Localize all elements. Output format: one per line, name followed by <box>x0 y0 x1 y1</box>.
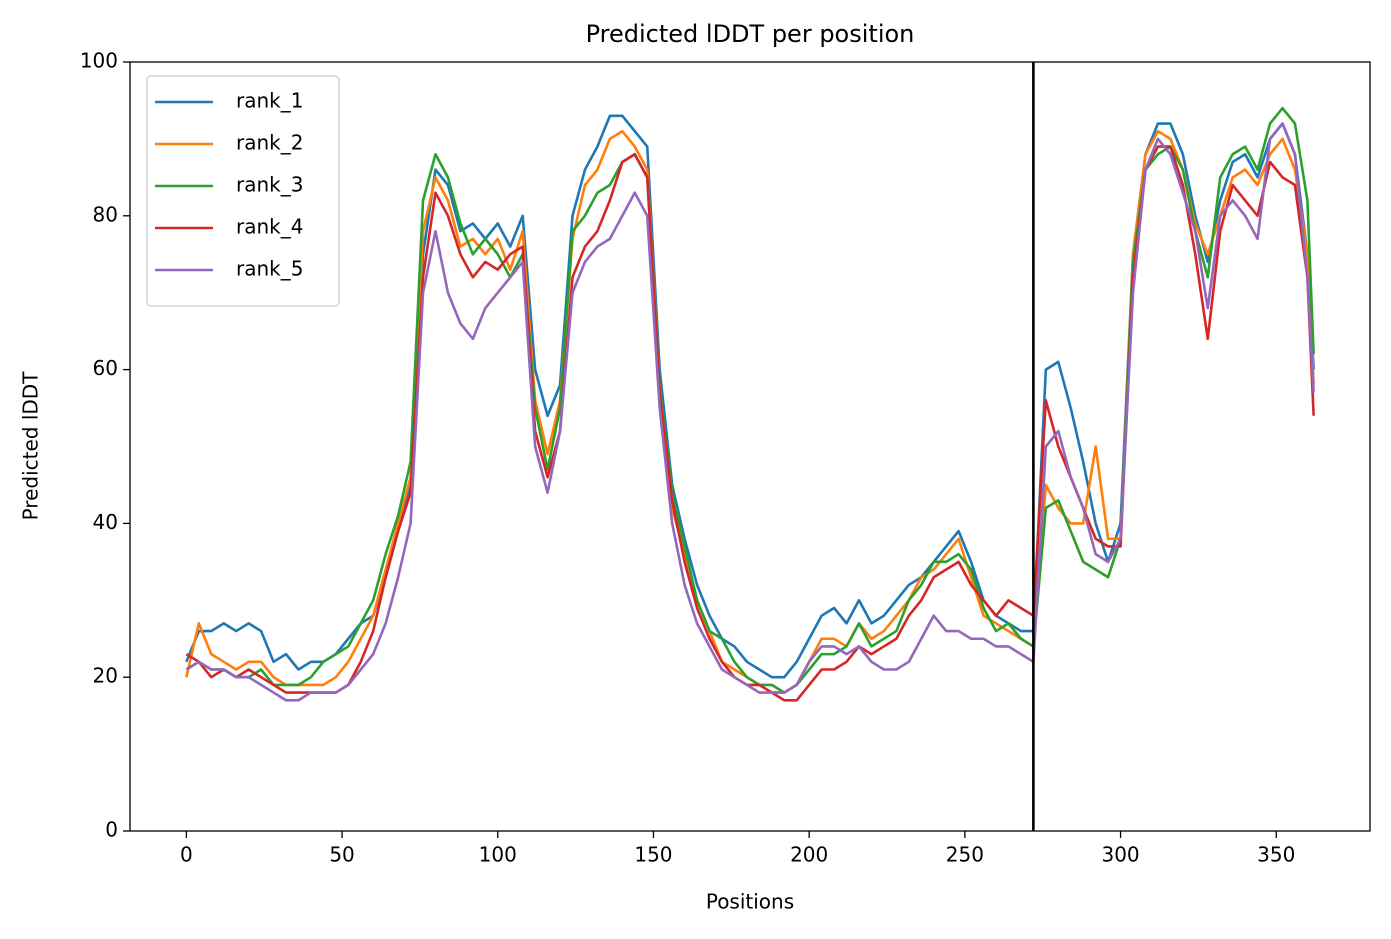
series-line <box>185 122 1315 702</box>
legend-label: rank_3 <box>236 173 303 197</box>
y-tick-label: 60 <box>93 356 118 380</box>
chart-title: Predicted lDDT per position <box>586 20 915 48</box>
x-tick-label: 250 <box>946 843 984 867</box>
x-tick-label: 150 <box>634 843 672 867</box>
x-tick-label: 50 <box>329 843 354 867</box>
x-tick-label: 200 <box>790 843 828 867</box>
x-tick-label: 300 <box>1101 843 1139 867</box>
y-axis-label: Predicted lDDT <box>19 371 43 521</box>
series-line <box>185 129 1315 694</box>
y-tick-label: 100 <box>80 49 118 73</box>
legend-label: rank_5 <box>236 257 303 281</box>
x-tick-label: 350 <box>1257 843 1295 867</box>
series-line <box>185 106 1315 694</box>
y-tick-label: 80 <box>93 202 118 226</box>
legend-box <box>146 75 340 307</box>
series-line <box>185 114 1315 679</box>
y-tick-label: 20 <box>93 664 118 688</box>
x-tick-label: 100 <box>479 843 517 867</box>
x-tick-label: 0 <box>180 843 193 867</box>
plot-frame <box>129 61 1371 832</box>
legend-label: rank_1 <box>236 89 303 113</box>
y-tick-label: 0 <box>105 818 118 842</box>
y-tick-label: 40 <box>93 510 118 534</box>
legend-label: rank_4 <box>236 215 303 239</box>
series-line <box>185 145 1315 702</box>
x-axis-label: Positions <box>706 890 794 914</box>
legend-label: rank_2 <box>236 131 303 155</box>
